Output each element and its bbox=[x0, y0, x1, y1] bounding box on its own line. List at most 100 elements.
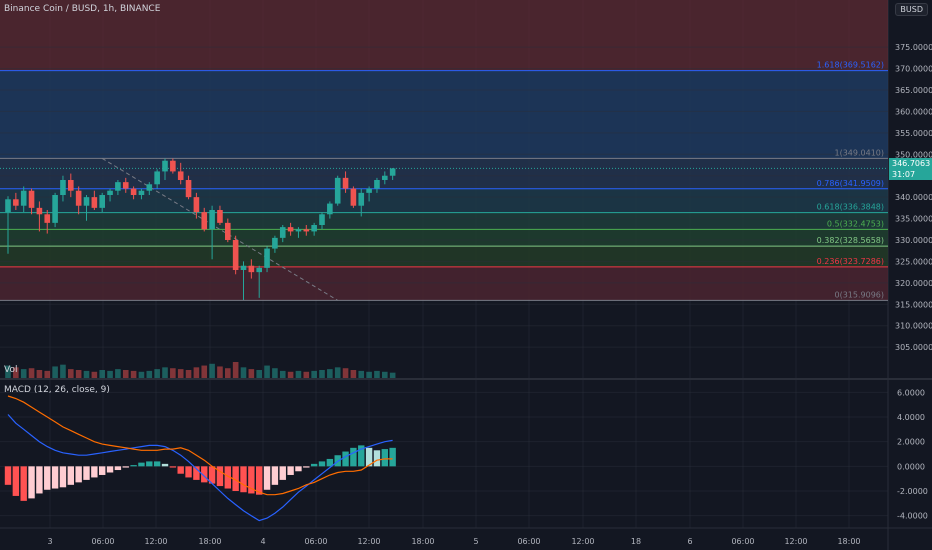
candle-body bbox=[52, 195, 58, 223]
macd-histogram-bar bbox=[232, 466, 239, 491]
candle-body bbox=[44, 214, 51, 223]
time-tick-label: 6 bbox=[687, 537, 692, 546]
price-tick-label: 320.0000 bbox=[895, 279, 932, 288]
fib-level-label: 0.618(336.3848) bbox=[817, 203, 884, 212]
macd-histogram-bar bbox=[287, 466, 294, 475]
macd-histogram-bar bbox=[28, 466, 35, 499]
volume-bar bbox=[185, 370, 192, 378]
macd-tick-label: 4.0000 bbox=[897, 413, 925, 422]
volume-bar bbox=[99, 370, 105, 378]
candle-countdown: 31:07 bbox=[892, 170, 916, 179]
candle-body bbox=[185, 180, 192, 198]
volume-bar bbox=[177, 369, 184, 378]
price-tick-label: 350.0000 bbox=[895, 150, 932, 159]
macd-histogram-bar bbox=[256, 466, 263, 495]
candle-body bbox=[382, 175, 388, 180]
macd-histogram-bar bbox=[303, 466, 310, 468]
volume-bar bbox=[115, 369, 121, 378]
candle-body bbox=[303, 229, 310, 232]
volume-bar bbox=[248, 369, 255, 378]
macd-histogram-bar bbox=[310, 463, 318, 467]
volume-bar bbox=[44, 370, 51, 378]
volume-bar bbox=[287, 371, 294, 378]
price-tick-label: 370.0000 bbox=[895, 65, 932, 74]
candle-body bbox=[162, 160, 168, 172]
macd-histogram-bar bbox=[83, 466, 90, 480]
candle-body bbox=[248, 265, 255, 273]
candle-body bbox=[13, 199, 19, 206]
macd-histogram-bar bbox=[99, 466, 106, 475]
macd-histogram-bar bbox=[193, 466, 200, 480]
macd-histogram-bar bbox=[161, 463, 169, 467]
macd-histogram-bar bbox=[130, 465, 137, 467]
time-tick-label: 12:00 bbox=[784, 537, 807, 546]
volume-bar bbox=[350, 370, 357, 378]
fib-zone bbox=[0, 229, 888, 247]
volume-bar bbox=[193, 367, 200, 378]
macd-histogram-bar bbox=[373, 450, 381, 467]
macd-histogram-bar bbox=[153, 461, 161, 467]
fib-level-label: 0.786(341.9509) bbox=[817, 179, 884, 188]
candle-body bbox=[122, 182, 129, 189]
volume-bar bbox=[154, 369, 160, 378]
volume-bar bbox=[209, 363, 215, 378]
chart-title: Binance Coin / BUSD, 1h, BINANCE bbox=[4, 4, 161, 14]
candle-body bbox=[217, 210, 223, 223]
candle-body bbox=[201, 212, 208, 230]
candle-body bbox=[60, 180, 66, 195]
price-tick-label: 330.0000 bbox=[895, 236, 932, 245]
signal-line bbox=[7, 395, 393, 496]
price-tick-label: 340.0000 bbox=[895, 193, 932, 202]
fib-level-label: 0.5(332.4753) bbox=[827, 219, 884, 228]
currency-badge[interactable]: BUSD bbox=[895, 3, 928, 16]
time-tick-label: 5 bbox=[473, 537, 478, 546]
macd-histogram-bar bbox=[389, 447, 396, 467]
macd-histogram-bar bbox=[318, 461, 326, 467]
price-tick-label: 335.0000 bbox=[895, 215, 932, 224]
macd-histogram-bar bbox=[138, 462, 145, 467]
fib-zone bbox=[0, 212, 888, 230]
macd-histogram-bar bbox=[263, 466, 271, 490]
candle-body bbox=[138, 190, 145, 195]
time-tick-label: 18:00 bbox=[198, 537, 221, 546]
macd-histogram-bar bbox=[208, 466, 216, 484]
fib-level-label: 1.618(369.5162) bbox=[817, 61, 884, 70]
volume-bar bbox=[311, 370, 317, 378]
candle-body bbox=[193, 197, 200, 213]
macd-histogram-bar bbox=[279, 466, 286, 480]
macd-histogram-bar bbox=[350, 447, 357, 467]
candle-body bbox=[83, 197, 90, 206]
macd-histogram-bar bbox=[106, 466, 114, 473]
macd-histogram-bar bbox=[44, 466, 51, 490]
candle-body bbox=[170, 160, 176, 172]
fib-level-label: 0.382(328.5658) bbox=[817, 236, 884, 245]
time-tick-label: 4 bbox=[260, 537, 265, 546]
volume-bar bbox=[83, 370, 90, 378]
macd-histogram-bar bbox=[295, 466, 302, 472]
candle-body bbox=[99, 195, 105, 208]
last-price-tag: 346.7063 31:07 bbox=[889, 158, 932, 180]
macd-histogram-bar bbox=[59, 466, 67, 488]
volume-bar bbox=[327, 369, 333, 378]
volume-bar bbox=[374, 370, 380, 378]
candle-body bbox=[107, 190, 113, 195]
candle-body bbox=[319, 214, 325, 225]
volume-bar bbox=[146, 370, 153, 378]
fib-zone bbox=[0, 70, 888, 159]
macd-histogram-bar bbox=[216, 466, 224, 487]
macd-histogram-bar bbox=[12, 466, 20, 496]
volume-bar bbox=[170, 368, 176, 378]
volume-bar bbox=[36, 370, 43, 378]
fib-zone bbox=[0, 246, 888, 267]
price-tick-label: 325.0000 bbox=[895, 257, 932, 266]
candle-body bbox=[115, 182, 121, 191]
macd-histogram-bar bbox=[146, 461, 153, 467]
volume-bar bbox=[256, 370, 262, 378]
volume-bar bbox=[272, 368, 278, 378]
macd-histogram-bar bbox=[365, 447, 373, 467]
macd-histogram-bar bbox=[342, 451, 349, 467]
volume-bar bbox=[162, 367, 168, 378]
candle-body bbox=[146, 184, 153, 191]
candle-body bbox=[5, 199, 11, 213]
